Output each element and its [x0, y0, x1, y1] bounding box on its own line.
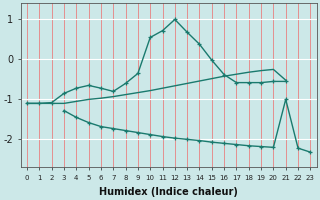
- X-axis label: Humidex (Indice chaleur): Humidex (Indice chaleur): [99, 187, 238, 197]
